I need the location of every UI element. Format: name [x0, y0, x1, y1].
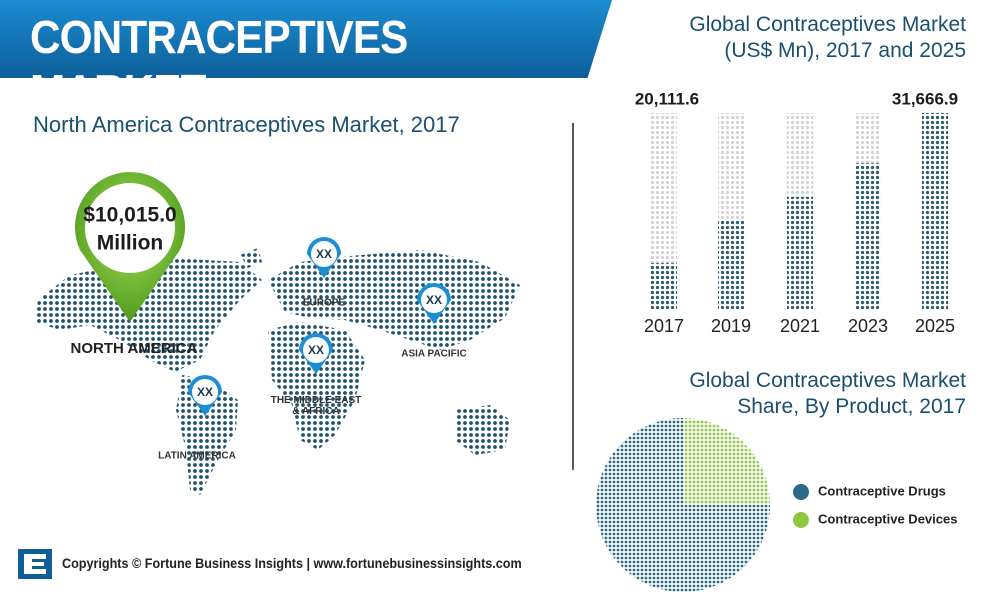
- footer-logo: [18, 549, 52, 579]
- highlight-value: $10,015.0: [83, 204, 176, 227]
- map-title: North America Contraceptives Market, 201…: [33, 112, 460, 137]
- pie-slice: [683, 418, 770, 505]
- bar: [855, 163, 881, 310]
- world-map: [35, 248, 520, 495]
- pin-inner: [311, 241, 337, 267]
- header-title: CONTRACEPTIVES MARKET: [30, 11, 408, 117]
- x-tick-label: 2019: [711, 316, 751, 336]
- value-label: 20,111.6: [635, 89, 699, 108]
- highlight-unit: Million: [97, 232, 164, 255]
- legend-label: Contraceptive Devices: [818, 511, 957, 526]
- x-tick-label: 2025: [915, 316, 955, 336]
- region-label: LATIN AMERICA: [158, 451, 236, 462]
- footer-text: Copyrights © Fortune Business Insights |…: [62, 555, 522, 571]
- highlight-pin: $10,015.0 Million: [75, 172, 185, 322]
- bar-chart-title: Global Contraceptives Market (US$ Mn), 2…: [689, 13, 966, 62]
- region-label: EUROPE: [303, 298, 346, 309]
- bar: [787, 196, 813, 310]
- x-tick-label: 2017: [644, 316, 684, 336]
- legend-label: Contraceptive Drugs: [818, 483, 946, 498]
- pin-inner: [303, 337, 329, 363]
- pin-label: XX: [197, 385, 213, 399]
- legend-swatch: [793, 512, 809, 528]
- bar: [651, 263, 677, 310]
- region-label: ASIA PACIFIC: [401, 349, 467, 360]
- pin-label: XX: [316, 247, 332, 261]
- bar: [922, 113, 948, 310]
- pin-inner: [192, 379, 218, 405]
- pin-label: XX: [426, 293, 442, 307]
- region-label: THE MIDDLE EAST & AFRICA: [270, 395, 362, 417]
- x-tick-label: 2021: [780, 316, 820, 336]
- value-label: 31,666.9: [892, 89, 958, 108]
- pie-chart-title: Global Contraceptives Market Share, By P…: [689, 369, 966, 418]
- pin-label: XX: [308, 343, 324, 357]
- legend-swatch: [793, 484, 809, 500]
- header-banner: CONTRACEPTIVES MARKET: [0, 0, 612, 78]
- bar: [718, 220, 744, 310]
- pin-inner: [421, 287, 447, 313]
- x-tick-label: 2023: [848, 316, 888, 336]
- region-label: NORTH AMERICA: [71, 340, 198, 357]
